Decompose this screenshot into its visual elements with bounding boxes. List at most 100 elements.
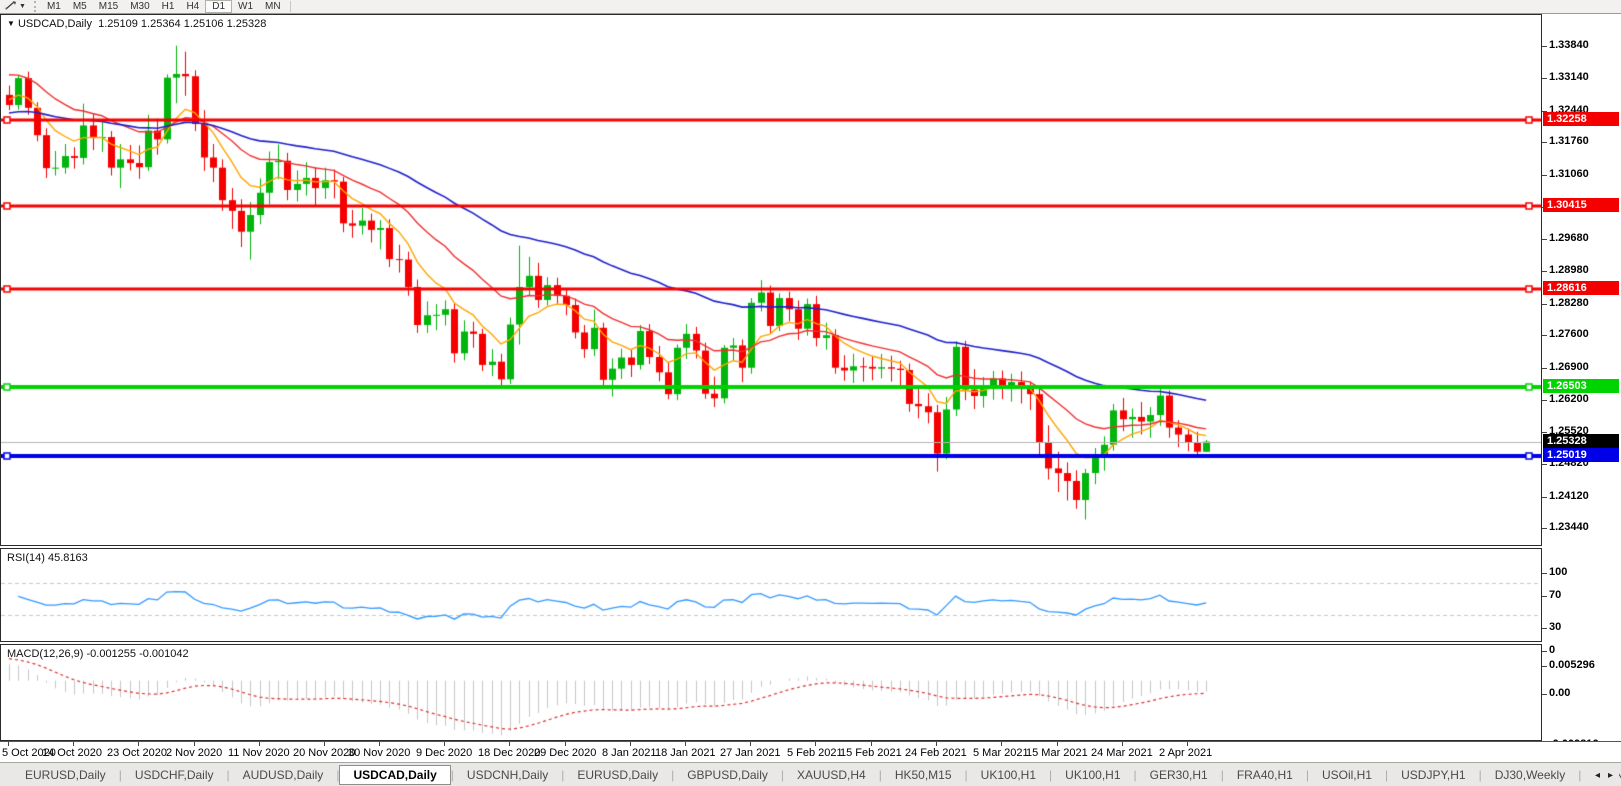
- axis-tick-mark: [1542, 367, 1547, 369]
- date-tick-label: 5 Mar 2021: [973, 747, 1029, 759]
- tf-button-M30[interactable]: M30: [130, 1, 150, 12]
- axis-tick-label: 1.29680: [1549, 231, 1589, 244]
- chart-tab-USDCAD-Daily[interactable]: USDCAD,Daily: [339, 764, 451, 785]
- draw-tool-group[interactable]: ▼: [0, 0, 30, 13]
- chart-tab-FRA40-H1[interactable]: FRA40,H1: [1236, 767, 1293, 782]
- tf-button-H4[interactable]: H4: [186, 1, 200, 12]
- tab-divider: |: [118, 767, 122, 782]
- axis-tick-label: 1.24120: [1549, 489, 1589, 502]
- chart-title: ▼ USDCAD,Daily 1.25109 1.25364 1.25106 1…: [7, 18, 266, 30]
- chart-tab-GER30-H1[interactable]: GER30,H1: [1149, 767, 1208, 782]
- chart-tab-AUDUSD-Daily[interactable]: AUDUSD,Daily: [242, 767, 324, 782]
- toolbar-separator: [289, 1, 291, 12]
- timeframe-toolbar: ▼ M1 M5 M15 M30 H1 H4 D1 W1 MN: [0, 0, 1621, 14]
- tab-divider: |: [1133, 767, 1137, 782]
- chart-tab-EURUSD-Daily[interactable]: EURUSD,Daily: [577, 767, 659, 782]
- axis-tick-mark: [1542, 573, 1547, 574]
- toolbar-grip-handle[interactable]: [33, 1, 37, 12]
- ohlc-close: 1.25328: [226, 18, 267, 30]
- date-tick-label: 18 Jan 2021: [655, 747, 716, 759]
- date-tick-label: 2 Nov 2020: [166, 747, 223, 759]
- chevron-down-icon[interactable]: ▼: [19, 3, 26, 10]
- chart-tab-USDCNH-Daily[interactable]: USDCNH,Daily: [466, 767, 549, 782]
- axis-tick-label: 1.33140: [1549, 71, 1589, 84]
- chart-tab-DJ30-Weekly[interactable]: DJ30,Weekly: [1494, 767, 1566, 782]
- chart-tab-USDCHF-Daily[interactable]: USDCHF,Daily: [134, 767, 214, 782]
- tf-button-W1[interactable]: W1: [238, 1, 254, 12]
- price-axis[interactable]: 1.338401.331401.324401.317601.310601.303…: [1542, 14, 1621, 750]
- level-price-tag-1.25019: 1.25019: [1543, 447, 1619, 462]
- date-tick-mark: [815, 742, 816, 746]
- date-tick-mark: [630, 742, 631, 746]
- tab-divider: |: [780, 767, 785, 782]
- date-tick-mark: [379, 742, 380, 746]
- date-tick-mark: [73, 742, 74, 746]
- candlestick-chart-canvas[interactable]: [1, 15, 1541, 545]
- date-tick-mark: [324, 742, 325, 746]
- ohlc-high: 1.25364: [140, 18, 181, 30]
- date-tick-label: 9 Dec 2020: [416, 747, 473, 759]
- tf-button-H1[interactable]: H1: [161, 1, 175, 12]
- axis-tick-label: 1.33840: [1549, 38, 1589, 51]
- chart-symbol-period: USDCAD,Daily: [17, 18, 92, 30]
- axis-tick-label: 0.005296: [1549, 659, 1595, 671]
- macd-label: MACD(12,26,9) -0.001255 -0.001042: [7, 648, 189, 660]
- date-tick-label: 29 Dec 2020: [534, 747, 597, 759]
- macd-chart-canvas[interactable]: [1, 645, 1541, 740]
- axis-tick-mark: [1542, 431, 1547, 433]
- rsi-indicator-pane[interactable]: RSI(14) 45.8163: [0, 548, 1542, 642]
- tf-button-M5[interactable]: M5: [72, 1, 87, 12]
- rsi-label: RSI(14) 45.8163: [7, 552, 88, 564]
- tab-divider: |: [964, 767, 968, 782]
- chart-tab-GBPUSD-Daily[interactable]: GBPUSD,Daily: [687, 767, 768, 782]
- level-price-tag-1.30415: 1.30415: [1543, 197, 1619, 212]
- axis-tick-mark: [1542, 651, 1547, 652]
- tab-scroll-left-icon[interactable]: ◂: [1594, 769, 1600, 781]
- chart-tab-UK100-H1[interactable]: UK100,H1: [980, 767, 1037, 782]
- macd-indicator-pane[interactable]: MACD(12,26,9) -0.001255 -0.001042: [0, 644, 1542, 741]
- axis-tick-mark: [1542, 666, 1547, 667]
- date-tick-label: 5 Feb 2021: [787, 747, 843, 759]
- date-axis[interactable]: 5 Oct 2020 14 Oct 2020 23 Oct 2020 2 Nov 20…: [0, 741, 1621, 762]
- tab-divider: |: [226, 767, 230, 782]
- axis-tick-mark: [1542, 303, 1547, 305]
- date-tick-label: 15 Feb 2021: [840, 747, 902, 759]
- chart-tab-USDJPY-H1[interactable]: USDJPY,H1: [1401, 767, 1466, 782]
- tab-scroll-right-icon[interactable]: ▸: [1607, 769, 1613, 781]
- tf-button-D1[interactable]: D1: [205, 0, 233, 13]
- tab-divider: |: [1305, 767, 1309, 782]
- chart-tab-HK50-M15[interactable]: HK50,M15: [894, 767, 952, 782]
- tab-divider: |: [1049, 767, 1053, 782]
- chart-tab-EURUSD-Daily[interactable]: EURUSD,Daily: [25, 767, 106, 782]
- draw-tool-icon[interactable]: [4, 0, 17, 14]
- macd-main-value: -0.001255: [86, 648, 137, 660]
- chart-tab-USOil-H1[interactable]: USOil,H1: [1321, 767, 1372, 782]
- tab-scroll-controls: ◂ ▸: [1588, 763, 1619, 786]
- tf-button-M1[interactable]: M1: [46, 1, 61, 12]
- date-tick-label: 20 Nov 2020: [293, 747, 356, 759]
- date-tick-mark: [1057, 742, 1058, 746]
- axis-tick-label: 1.27600: [1549, 328, 1589, 341]
- axis-tick-label: 1.31760: [1549, 135, 1589, 148]
- chart-tab-UK100-H1[interactable]: UK100,H1: [1065, 767, 1121, 782]
- axis-tick-label: 0.00: [1549, 686, 1571, 699]
- date-tick-label: 2 Apr 2021: [1159, 747, 1213, 759]
- date-tick-label: 11 Nov 2020: [228, 747, 290, 759]
- collapse-triangle-icon[interactable]: ▼: [7, 19, 15, 28]
- rsi-current-value: 45.8163: [47, 552, 88, 564]
- date-tick-mark: [138, 742, 139, 746]
- tab-divider: |: [1384, 767, 1389, 782]
- tf-button-MN[interactable]: MN: [265, 1, 281, 12]
- tab-divider: |: [671, 767, 675, 782]
- axis-tick-label: 70: [1549, 589, 1562, 602]
- tf-button-M15[interactable]: M15: [98, 1, 119, 12]
- date-tick-mark: [565, 742, 566, 746]
- axis-tick-label: 100: [1549, 566, 1568, 578]
- axis-tick-mark: [1542, 693, 1547, 695]
- ohlc-open: 1.25109: [98, 18, 138, 30]
- chart-tab-XAUUSD-H4[interactable]: XAUUSD,H4: [797, 767, 866, 782]
- price-chart-pane[interactable]: ▼ USDCAD,Daily 1.25109 1.25364 1.25106 1…: [0, 14, 1542, 546]
- date-tick-mark: [936, 742, 937, 746]
- rsi-chart-canvas[interactable]: [1, 549, 1541, 641]
- tab-divider: |: [450, 767, 454, 782]
